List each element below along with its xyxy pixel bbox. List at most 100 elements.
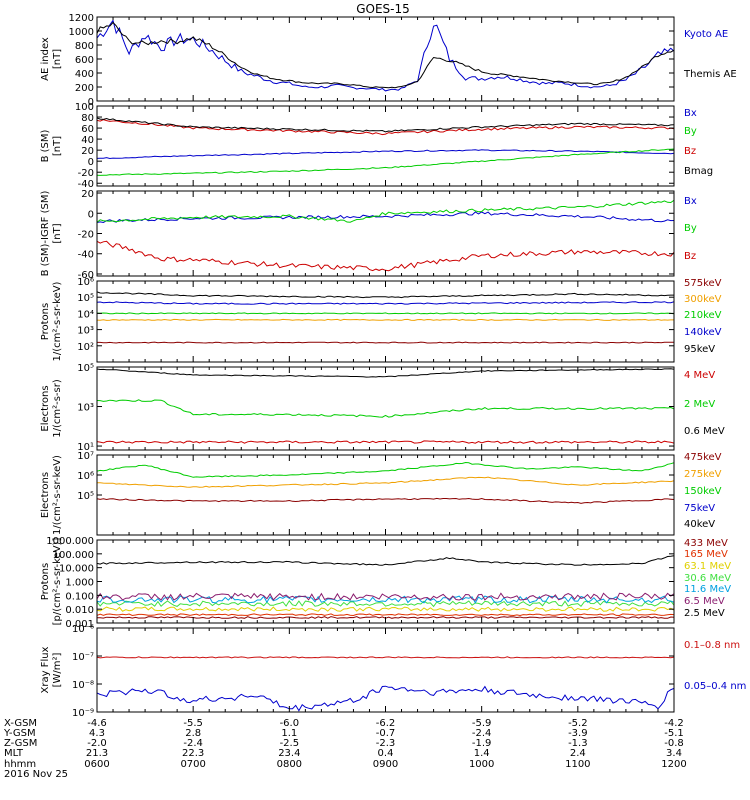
ephem-label-3: MLT: [4, 748, 24, 759]
y-axis-title-bsm-1: [nT]: [52, 136, 63, 156]
y-tick-label-electrons_high-2: 10⁵: [77, 363, 94, 374]
series-line-electrons_high-1: [97, 399, 674, 418]
ephem-value-0-2: -6.0: [280, 718, 300, 729]
legend-bsm-3: Bmag: [684, 166, 713, 177]
legend-protons_high-4: 11.6 MeV: [684, 584, 731, 595]
series-line-bmodel-2: [97, 240, 674, 272]
series-line-electrons_low-0: [97, 497, 674, 504]
series-line-protons_high-3: [97, 600, 674, 608]
legend-bmodel-2: Bz: [684, 251, 696, 262]
panel-frame-protons_low: [96, 280, 675, 363]
ephem-value-2-2: -2.5: [280, 738, 300, 749]
y-axis-title-protons_low-1: 1/(cm²-s-sr-keV): [52, 281, 63, 361]
legend-electrons_low-1: 275keV: [684, 469, 722, 480]
y-tick-label-bmodel-0: -60: [78, 270, 94, 281]
y-axis-title-electrons_low-1: 1/(cm²-s-sr-keV): [52, 455, 63, 535]
legend-electrons_high-1: 2 MeV: [684, 399, 715, 410]
panel-protons_low: 10² 10³ 10⁴ 10⁵ 10⁶ Protons 1/(cm²-s-sr-keV) 57…: [40, 277, 722, 363]
y-tick-label-protons_high-3: 1.000: [65, 578, 94, 589]
legend-protons_high-1: 165 MeV: [684, 549, 728, 560]
legend-protons_high-0: 433 MeV: [684, 538, 728, 549]
y-tick-label-bsm-5: 60: [81, 124, 94, 135]
ephem-value-0-0: -4.6: [87, 718, 107, 729]
y-tick-label-bsm-1: -20: [78, 168, 94, 179]
ephem-value-4-4: 1000: [469, 759, 494, 770]
ephem-value-0-6: -4.2: [664, 718, 684, 729]
y-tick-label-protons_low-1: 10³: [77, 326, 94, 337]
legend-ae-0: Kyoto AE: [684, 29, 728, 40]
ephem-value-3-6: 3.4: [666, 748, 682, 759]
ephem-value-3-0: 21.3: [86, 748, 108, 759]
series-line-bsm-1: [97, 148, 674, 176]
y-tick-label-bmodel-4: 20: [81, 189, 94, 200]
y-tick-label-bsm-4: 40: [81, 135, 94, 146]
panel-protons_high: 0.001 0.010 0.100 1.000 10.000 100.000 1000.00…: [40, 536, 731, 630]
panel-ae: 0 200 400 600 800 1000 1200 AE index [nT] Kyoto A…: [40, 13, 737, 108]
panel-xray: 10⁻⁹ 10⁻⁸ 10⁻⁷ 10⁻⁶ Xray Flux [W/m²] 0.1–0.8 n…: [40, 624, 746, 719]
y-tick-label-ae-2: 400: [75, 69, 94, 80]
legend-electrons_low-2: 150keV: [684, 486, 722, 497]
legend-bmodel-0: Bx: [684, 196, 697, 207]
legend-bsm-1: By: [684, 126, 697, 137]
ephem-value-3-1: 22.3: [182, 748, 204, 759]
y-tick-label-ae-4: 800: [75, 41, 94, 52]
legend-protons_low-2: 210keV: [684, 310, 722, 321]
y-axis-title-xray-0: Xray Flux: [40, 646, 51, 693]
y-axis-title-xray-1: [W/m²]: [52, 652, 63, 687]
ephem-value-2-5: -1.3: [568, 738, 588, 749]
series-line-electrons_low-1: [97, 476, 674, 488]
series-line-protons_high-1: [97, 613, 674, 617]
y-axis-title-electrons_low-0: Electrons: [40, 472, 51, 518]
series-line-protons_high-5: [97, 592, 674, 601]
ephem-value-0-4: -5.9: [472, 718, 492, 729]
ephem-label-4: hhmm: [4, 759, 36, 770]
ephem-value-4-5: 1100: [565, 759, 590, 770]
ephemeris-table: X-GSM -4.6 -5.5 -6.0 -6.2 -5.9 -5.2 -4.2 Y-GSM 4.…: [3, 718, 687, 770]
legend-protons_low-4: 95keV: [684, 344, 715, 355]
panel-frame-ae: [96, 16, 675, 102]
ephem-label-1: Y-GSM: [3, 728, 36, 739]
y-tick-label-bsm-3: 20: [81, 146, 94, 157]
y-tick-label-ae-1: 200: [75, 83, 94, 94]
y-axis-title-bmodel-1: [nT]: [52, 223, 63, 243]
y-tick-label-protons_low-2: 10⁴: [77, 309, 94, 320]
y-tick-label-ae-3: 600: [75, 55, 94, 66]
series-line-electrons_high-0: [97, 440, 674, 444]
y-axis-title-ae-0: AE index: [40, 37, 51, 81]
legend-electrons_high-2: 0.6 MeV: [684, 426, 725, 437]
series-line-protons_high-6: [97, 555, 674, 566]
ephem-value-3-3: 0.4: [378, 748, 394, 759]
y-tick-label-electrons_low-0: 10⁵: [77, 491, 94, 502]
y-tick-label-electrons_low-1: 10⁶: [77, 471, 94, 482]
panel-electrons_high: 10¹ 10³ 10⁵ Electrons 1/(cm²-s-sr) 4 MeV 2 MeV…: [40, 363, 725, 453]
y-tick-label-electrons_high-1: 10³: [77, 403, 94, 414]
series-line-bsm-2: [97, 119, 674, 136]
ephem-value-0-1: -5.5: [183, 718, 203, 729]
series-line-protons_high-2: [97, 606, 674, 612]
y-tick-label-xray-1: 10⁻⁸: [72, 680, 94, 691]
legend-electrons_low-0: 475keV: [684, 452, 722, 463]
ephem-label-2: Z-GSM: [4, 738, 37, 749]
ephem-value-2-6: -0.8: [664, 738, 684, 749]
series-line-ae-0: [97, 19, 674, 92]
chart-title: GOES-15: [356, 2, 410, 16]
y-axis-title-bmodel-0: B (SM)-IGRF (SM): [40, 191, 51, 277]
ephem-value-1-4: -2.4: [472, 728, 492, 739]
y-tick-label-protons_high-2: 0.100: [65, 591, 94, 602]
legend-electrons_high-0: 4 MeV: [684, 370, 715, 381]
legend-protons_low-1: 300keV: [684, 294, 722, 305]
legend-bsm-0: Bx: [684, 108, 697, 119]
y-tick-label-xray-0: 10⁻⁹: [72, 708, 94, 719]
legend-xray-0: 0.1–0.8 nm: [684, 640, 740, 651]
legend-bsm-2: Bz: [684, 146, 696, 157]
y-tick-label-ae-0: 0: [88, 97, 94, 108]
panel-frame-xray: [96, 627, 675, 713]
ephem-value-4-2: 0800: [277, 759, 302, 770]
y-tick-label-bmodel-1: -40: [78, 250, 94, 261]
y-tick-label-bsm-2: 0: [88, 157, 94, 168]
ephem-value-0-5: -5.2: [568, 718, 588, 729]
series-line-electrons_low-2: [97, 461, 674, 478]
y-tick-label-xray-3: 10⁻⁶: [72, 624, 94, 635]
ephem-value-2-4: -1.9: [472, 738, 492, 749]
